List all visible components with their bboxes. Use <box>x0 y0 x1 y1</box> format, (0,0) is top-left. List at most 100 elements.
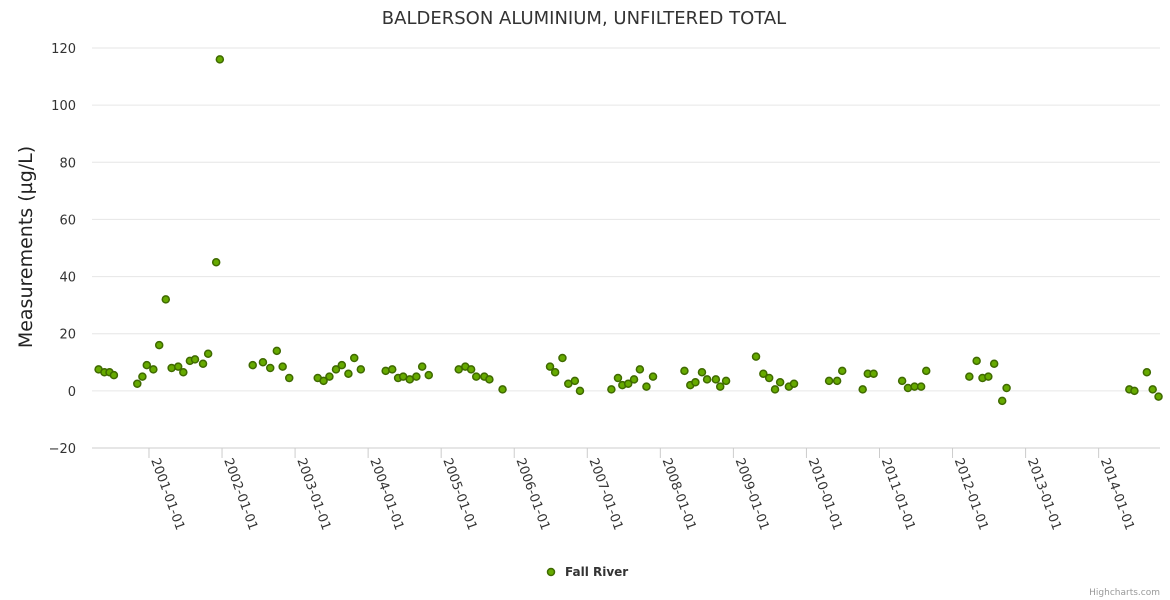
data-point[interactable] <box>648 372 658 381</box>
data-point[interactable] <box>154 340 164 350</box>
x-tick-label: 2009-01-01 <box>732 456 772 532</box>
grid-lines <box>92 47 1160 392</box>
data-point[interactable] <box>211 258 221 267</box>
data-point[interactable] <box>770 385 780 394</box>
data-point[interactable] <box>1002 383 1011 393</box>
data-point[interactable] <box>858 385 867 394</box>
data-point[interactable] <box>570 376 580 386</box>
y-axis-label: Measurements (µg/L) <box>15 146 37 348</box>
legend-marker-fall-river[interactable] <box>546 567 556 577</box>
data-point[interactable] <box>1130 386 1139 396</box>
data-point[interactable] <box>759 369 768 378</box>
data-point[interactable] <box>1148 385 1157 394</box>
data-point[interactable] <box>575 386 585 396</box>
data-point[interactable] <box>989 359 999 368</box>
data-point[interactable] <box>1142 368 1152 377</box>
data-point[interactable] <box>607 385 616 394</box>
legend[interactable]: Fall River <box>546 565 629 579</box>
data-point[interactable] <box>837 366 847 376</box>
data-point[interactable] <box>356 365 366 374</box>
data-point[interactable] <box>387 365 397 374</box>
data-point[interactable] <box>751 352 761 361</box>
data-point[interactable] <box>623 379 633 388</box>
data-point[interactable] <box>789 379 799 388</box>
y-tick-label: 60 <box>59 213 76 228</box>
data-point[interactable] <box>350 353 359 363</box>
data-point[interactable] <box>984 372 993 381</box>
x-tick-label: 2006-01-01 <box>512 456 552 532</box>
data-point[interactable] <box>424 370 434 380</box>
data-point[interactable] <box>721 376 731 386</box>
data-point[interactable] <box>972 356 981 366</box>
x-tick-label: 2005-01-01 <box>439 456 479 532</box>
data-point[interactable] <box>337 360 347 370</box>
data-point[interactable] <box>190 355 200 364</box>
data-point[interactable] <box>248 360 257 370</box>
data-point[interactable] <box>498 385 507 394</box>
data-point[interactable] <box>265 363 275 373</box>
x-tick-label: 2003-01-01 <box>293 456 333 532</box>
data-point[interactable] <box>550 368 560 377</box>
data-point[interactable] <box>824 376 834 386</box>
data-point[interactable] <box>138 372 147 381</box>
data-point[interactable] <box>278 362 287 371</box>
data-point[interactable] <box>471 372 481 381</box>
data-point[interactable] <box>344 369 353 378</box>
data-point[interactable] <box>965 372 974 381</box>
data-point[interactable] <box>466 365 476 374</box>
x-tick-label: 2004-01-01 <box>366 456 406 532</box>
data-point[interactable] <box>198 359 208 368</box>
y-tick-label: 20 <box>59 328 76 343</box>
data-point[interactable] <box>417 362 427 371</box>
legend-label-fall-river[interactable]: Fall River <box>565 565 628 579</box>
data-point[interactable] <box>331 365 341 374</box>
data-point[interactable] <box>613 373 623 383</box>
data-point[interactable] <box>775 378 785 387</box>
x-axis-ticks: 2001-01-01 2002-01-01 2003-01-01 2004-01-01… <box>147 448 1137 532</box>
data-point[interactable] <box>412 372 421 381</box>
data-point[interactable] <box>691 378 700 387</box>
data-point[interactable] <box>319 376 328 386</box>
data-point[interactable] <box>109 370 119 380</box>
y-tick-label: 80 <box>59 156 76 171</box>
data-point[interactable] <box>1154 392 1163 401</box>
x-tick-label: 2012-01-01 <box>951 456 991 532</box>
data-point[interactable] <box>258 358 268 367</box>
data-point[interactable] <box>715 382 725 391</box>
data-point[interactable] <box>284 373 294 383</box>
data-point[interactable] <box>142 360 152 370</box>
data-point[interactable] <box>272 346 282 356</box>
data-point[interactable] <box>203 349 213 358</box>
data-point[interactable] <box>997 396 1007 406</box>
data-point[interactable] <box>764 373 774 383</box>
series-fall-river[interactable] <box>94 55 1163 406</box>
data-point[interactable] <box>485 375 494 384</box>
data-point[interactable] <box>545 362 555 371</box>
credits-link[interactable]: Highcharts.com <box>1089 588 1160 598</box>
y-tick-label: −20 <box>49 442 76 457</box>
data-point[interactable] <box>869 369 878 378</box>
data-point[interactable] <box>832 376 842 386</box>
data-point[interactable] <box>558 353 567 363</box>
data-point[interactable] <box>635 365 645 374</box>
data-point[interactable] <box>697 368 707 377</box>
data-point[interactable] <box>149 365 158 374</box>
data-point[interactable] <box>702 375 712 384</box>
data-point[interactable] <box>629 375 639 384</box>
data-point[interactable] <box>921 366 931 376</box>
data-point[interactable] <box>916 382 926 391</box>
data-point[interactable] <box>711 375 721 384</box>
x-tick-label: 2013-01-01 <box>1024 456 1064 532</box>
y-tick-label: 0 <box>68 385 76 400</box>
data-point[interactable] <box>642 382 651 391</box>
data-point[interactable] <box>897 376 907 386</box>
data-point[interactable] <box>173 362 183 371</box>
data-point[interactable] <box>161 295 171 304</box>
x-tick-label: 2002-01-01 <box>220 456 260 532</box>
data-point[interactable] <box>133 379 142 388</box>
data-point[interactable] <box>179 368 188 377</box>
data-point[interactable] <box>215 55 225 64</box>
data-point[interactable] <box>680 366 689 376</box>
data-point[interactable] <box>325 372 334 381</box>
